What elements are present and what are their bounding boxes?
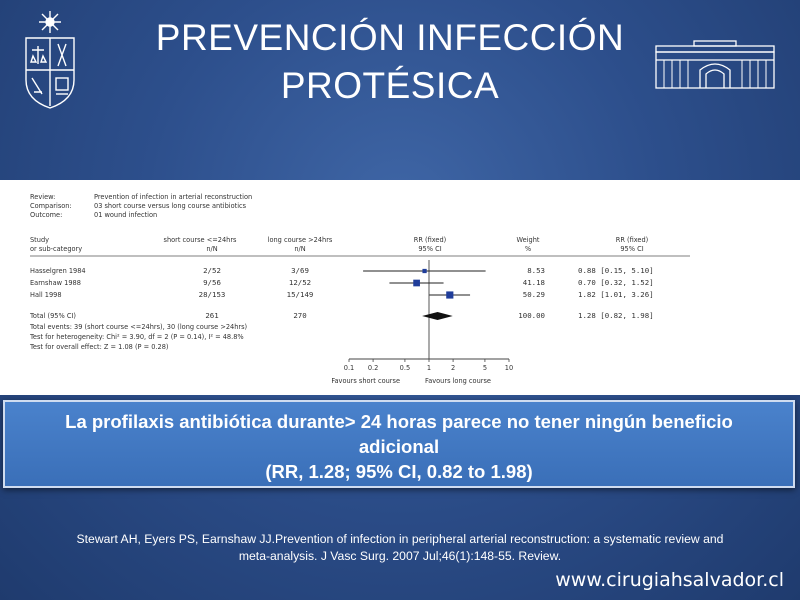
x-tick-label: 1	[427, 364, 431, 372]
study-long: 3/69	[291, 266, 309, 275]
col-long-2: n/N	[294, 245, 305, 253]
forest-plot: Review: Prevention of infection in arter…	[29, 193, 690, 385]
study-short: 2/52	[203, 266, 221, 275]
study-name: Hasselgren 1984	[30, 267, 86, 275]
study-row: Hasselgren 1984 2/52 3/69 8.53 0.88 [0.1…	[30, 266, 654, 275]
study-name: Hall 1998	[30, 291, 62, 299]
citation: Stewart AH, Eyers PS, Earnshaw JJ.Preven…	[20, 531, 780, 565]
slide-title: PREVENCIÓN INFECCIÓN PROTÉSICA	[130, 14, 650, 110]
comparison-value: 03 short course versus long course antib…	[94, 202, 247, 210]
x-tick-label: 10	[505, 364, 513, 372]
col-study-2: or sub-category	[30, 245, 82, 253]
conclusion-line-1: La profilaxis antibiótica durante> 24 ho…	[65, 411, 733, 432]
outcome-value: 01 wound infection	[94, 211, 157, 219]
study-weight: 8.53	[527, 266, 545, 275]
study-row: Earnshaw 1988 9/56 12/52 41.18 0.70 [0.3…	[30, 278, 654, 287]
study-rr-ci: 1.82 [1.01, 3.26]	[578, 290, 654, 299]
total-long: 270	[293, 311, 306, 320]
forest-plot-panel: Review: Prevention of infection in arter…	[0, 180, 800, 395]
note-total-events: Total events: 39 (short course <=24hrs),…	[29, 323, 247, 331]
col-rr-1: RR (fixed)	[414, 236, 447, 244]
study-weight: 50.29	[523, 290, 545, 299]
col-rr-2: 95% CI	[418, 245, 441, 253]
study-point-estimate	[446, 291, 454, 299]
x-tick-label: 0.1	[344, 364, 355, 372]
study-weight: 41.18	[523, 278, 545, 287]
col-study-1: Study	[30, 236, 49, 244]
study-point-estimate	[422, 268, 427, 274]
outcome-label: Outcome:	[30, 211, 62, 219]
university-seal-icon	[25, 11, 75, 109]
total-row: Total (95% CI) 261 270 100.00 1.28 [0.82…	[29, 311, 654, 320]
col-rrv-1: RR (fixed)	[616, 236, 649, 244]
study-name: Earnshaw 1988	[30, 279, 81, 287]
study-long: 12/52	[289, 278, 311, 287]
study-long: 15/149	[287, 290, 314, 299]
study-short: 9/56	[203, 278, 221, 287]
review-value: Prevention of infection in arterial reco…	[94, 193, 252, 201]
total-short: 261	[205, 311, 218, 320]
study-rr-ci: 0.88 [0.15, 5.10]	[578, 266, 654, 275]
x-tick-label: 2	[451, 364, 455, 372]
pooled-diamond	[422, 312, 453, 320]
favours-right-label: Favours long course	[425, 377, 491, 385]
total-weight: 100.00	[518, 311, 545, 320]
conclusion-box: La profilaxis antibiótica durante> 24 ho…	[3, 400, 795, 488]
x-tick-label: 0.5	[400, 364, 411, 372]
total-name: Total (95% CI)	[29, 312, 76, 320]
website-url[interactable]: www.cirugiahsalvador.cl	[555, 569, 784, 591]
col-short-1: short course <=24hrs	[164, 236, 238, 244]
favours-left-label: Favours short course	[331, 377, 400, 385]
review-label: Review:	[30, 193, 55, 201]
col-long-1: long course >24hrs	[268, 236, 333, 244]
conclusion-line-2: adicional	[358, 436, 440, 457]
col-weight-2: %	[525, 245, 531, 253]
star-rays	[39, 11, 61, 33]
title-line-1: PREVENCIÓN INFECCIÓN	[155, 17, 625, 58]
study-short: 28/153	[199, 290, 226, 299]
total-rr-ci: 1.28 [0.82, 1.98]	[578, 311, 654, 320]
study-rr-ci: 0.70 [0.32, 1.52]	[578, 278, 654, 287]
conclusion-line-3: (RR, 1.28; 95% CI, 0.82 to 1.98)	[265, 461, 533, 482]
x-tick-label: 5	[483, 364, 487, 372]
col-rrv-2: 95% CI	[620, 245, 643, 253]
note-heterogeneity: Test for heterogeneity: Chi² = 3.90, df …	[29, 333, 244, 341]
citation-line-2: meta-analysis. J Vasc Surg. 2007 Jul;46(…	[238, 549, 562, 563]
study-row: Hall 1998 28/153 15/149 50.29 1.82 [1.01…	[30, 290, 654, 299]
citation-line-1: Stewart AH, Eyers PS, Earnshaw JJ.Preven…	[76, 532, 724, 546]
comparison-label: Comparison:	[30, 202, 72, 210]
col-weight-1: Weight	[517, 236, 540, 244]
plot-area: 0.1 0.2 0.5 1 2 5 10	[344, 260, 513, 372]
study-point-estimate	[413, 279, 420, 287]
x-tick-label: 0.2	[368, 364, 379, 372]
hospital-building-icon	[655, 40, 775, 89]
note-overall-effect: Test for overall effect: Z = 1.08 (P = 0…	[29, 343, 168, 351]
title-line-2: PROTÉSICA	[280, 65, 500, 106]
col-short-2: n/N	[206, 245, 217, 253]
